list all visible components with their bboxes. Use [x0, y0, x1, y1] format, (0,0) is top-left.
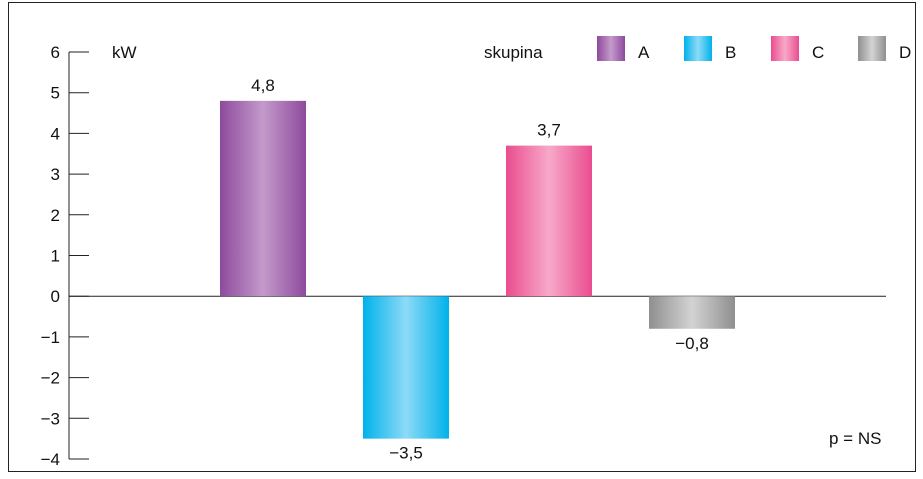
- y-tick-label: −4: [41, 450, 60, 469]
- y-tick-label: −1: [41, 328, 60, 347]
- y-axis: 6 5 4 3 2 1 0 −1 −2 −3 −4: [41, 43, 886, 469]
- bars: [220, 100, 735, 439]
- data-labels: 4,8 −3,5 3,7 −0,8: [251, 76, 709, 463]
- legend-entry-D: D: [899, 43, 911, 62]
- y-tick-label: 5: [51, 84, 60, 103]
- legend-swatch-C: [771, 36, 799, 61]
- y-tick-label: 1: [51, 247, 60, 266]
- y-tick-label: 3: [51, 165, 60, 184]
- bar-C: [506, 145, 592, 297]
- legend-entry-C: C: [812, 43, 824, 62]
- y-tick-label: 4: [51, 124, 60, 143]
- chart-frame: [8, 2, 916, 472]
- data-label-C: 3,7: [537, 121, 561, 140]
- data-label-A: 4,8: [251, 76, 275, 95]
- legend-swatch-D: [858, 36, 886, 61]
- bar-B: [363, 296, 449, 439]
- legend-title: skupina: [484, 43, 543, 62]
- legend: skupina A B C D: [484, 36, 911, 62]
- data-label-B: −3,5: [389, 444, 423, 463]
- legend-swatch-A: [597, 36, 625, 61]
- y-tick-label: −2: [41, 369, 60, 388]
- y-tick-label: 2: [51, 206, 60, 225]
- y-tick-label: −3: [41, 409, 60, 428]
- y-axis-unit-label: kW: [112, 43, 137, 62]
- bar-D: [649, 296, 735, 329]
- legend-entry-A: A: [638, 43, 650, 62]
- p-value-annotation: p = NS: [829, 429, 881, 448]
- data-label-D: −0,8: [675, 334, 709, 353]
- bar-A: [220, 100, 306, 297]
- y-tick-label: 6: [51, 43, 60, 62]
- legend-swatch-B: [684, 36, 712, 61]
- y-tick-label: 0: [51, 287, 60, 306]
- legend-entry-B: B: [725, 43, 736, 62]
